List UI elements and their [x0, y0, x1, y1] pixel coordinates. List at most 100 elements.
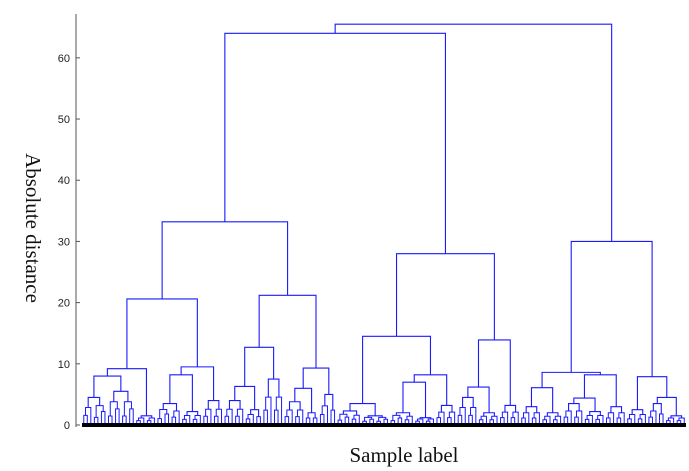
- dendrogram-link: [565, 410, 572, 425]
- dendrogram-link: [100, 410, 106, 425]
- dendrogram-link: [395, 253, 495, 340]
- dendrogram-link: [627, 418, 632, 425]
- dendrogram-link: [224, 32, 447, 254]
- dendrogram-link: [321, 405, 328, 425]
- dendrogram-link: [546, 412, 559, 417]
- dendrogram-link: [288, 401, 301, 410]
- dendrogram-link: [468, 414, 473, 425]
- dendrogram-link: [349, 403, 376, 416]
- dendrogram-link: [169, 374, 193, 412]
- dendrogram-link: [447, 417, 452, 425]
- dendrogram-link: [192, 418, 198, 425]
- dendrogram-link: [678, 417, 685, 425]
- dendrogram-link: [631, 409, 644, 415]
- dendrogram-link: [129, 408, 134, 425]
- dendrogram-link: [235, 415, 240, 425]
- dendrogram-link: [595, 418, 600, 425]
- dendrogram-link: [489, 419, 494, 425]
- dendrogram-link: [302, 367, 330, 395]
- dendrogram-link: [275, 396, 283, 425]
- dendrogram-link: [659, 413, 664, 425]
- dendrogram-link: [364, 416, 373, 422]
- dendrogram-link: [500, 417, 505, 425]
- dendrogram-link: [570, 240, 653, 377]
- y-tick-label: 10: [58, 359, 70, 371]
- dendrogram-link: [483, 412, 495, 417]
- dendrogram-link: [263, 409, 268, 425]
- dendrogram-link: [477, 339, 511, 406]
- dendrogram-link: [85, 407, 92, 425]
- dendrogram-link: [637, 418, 643, 425]
- y-tick-label: 30: [58, 236, 70, 248]
- dendrogram-link: [616, 417, 622, 425]
- dendrogram-link: [173, 410, 180, 425]
- dendrogram-link: [330, 409, 336, 425]
- dendrogram-link: [226, 408, 233, 425]
- y-tick-label: 40: [58, 175, 70, 187]
- dendrogram-link: [213, 415, 219, 425]
- dendrogram-link: [478, 419, 484, 425]
- dendrogram-link: [83, 414, 88, 425]
- y-tick-label: 20: [58, 298, 70, 310]
- dendrogram-link: [284, 416, 290, 425]
- dendrogram-link: [267, 378, 280, 398]
- dendrogram-link: [161, 221, 289, 299]
- dendrogram-link: [521, 417, 526, 425]
- dendrogram-link: [305, 417, 311, 425]
- dendrogram-link: [553, 419, 558, 425]
- dendrogram-link: [504, 404, 517, 413]
- dendrogram-link: [93, 375, 122, 398]
- dendrogram-link: [525, 406, 538, 413]
- dendrogram-link: [563, 416, 569, 425]
- dendrogram-link: [236, 408, 244, 425]
- dendrogram-link: [234, 385, 256, 410]
- dendrogram-link: [584, 418, 590, 425]
- dendrogram-link: [274, 409, 279, 425]
- dendrogram-link: [583, 374, 617, 407]
- dendrogram-link: [510, 417, 516, 425]
- dendrogram-link: [207, 399, 220, 410]
- dendrogram-link: [440, 404, 453, 413]
- dendrogram-link: [413, 374, 448, 406]
- y-tick-label: 50: [58, 114, 70, 126]
- dendrogram-link: [459, 407, 466, 425]
- dendrogram-link: [265, 396, 272, 425]
- dendrogram-link: [215, 408, 223, 425]
- dendrogram-link: [457, 414, 463, 425]
- dendrogram-link: [258, 294, 317, 369]
- dendrogram-link: [180, 366, 215, 401]
- dendrogram-link: [250, 409, 260, 417]
- dendrogram-link: [392, 414, 401, 421]
- dendrogram-link: [531, 417, 537, 425]
- dendrogram-link: [307, 412, 316, 418]
- dendrogram-link: [656, 396, 677, 416]
- dendrogram-link: [182, 418, 187, 425]
- dendrogram-link: [480, 415, 487, 425]
- dendrogram-link: [491, 415, 498, 425]
- dendrogram-link: [670, 415, 683, 418]
- dendrogram-link: [573, 397, 596, 412]
- leaf-baseline-group: [82, 423, 686, 427]
- dendrogram-link: [652, 403, 662, 415]
- dendrogram-link: [138, 417, 145, 425]
- dendrogram-link: [362, 335, 432, 404]
- dendrogram-link: [244, 346, 275, 387]
- dendrogram-link: [353, 414, 360, 425]
- dendrogram-link: [530, 387, 554, 413]
- dendrogram-link: [334, 23, 613, 242]
- dendrogram-link: [462, 396, 474, 408]
- y-tick-label: 60: [58, 53, 70, 65]
- dendrogram-link: [467, 386, 490, 413]
- dendrogram-link: [436, 417, 442, 425]
- dendrogram-link: [448, 411, 456, 425]
- dendrogram-link: [171, 416, 177, 425]
- dendrogram-link: [312, 417, 318, 425]
- dendrogram-link: [406, 415, 413, 425]
- dendrogram-link: [205, 408, 212, 425]
- dendrogram-link: [113, 390, 129, 402]
- y-tick-label: 0: [64, 420, 70, 432]
- dendrogram-link: [115, 408, 120, 425]
- dendrogram-link: [324, 393, 334, 411]
- dendrogram-link: [667, 417, 675, 425]
